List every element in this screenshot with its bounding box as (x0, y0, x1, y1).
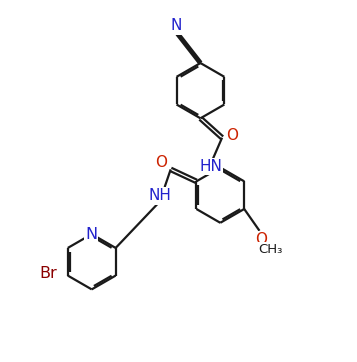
Text: N: N (170, 18, 181, 33)
Text: HN: HN (199, 159, 222, 174)
Text: CH₃: CH₃ (258, 243, 283, 256)
Text: Br: Br (39, 266, 57, 281)
Text: O: O (226, 129, 238, 143)
Text: NH: NH (149, 189, 171, 203)
Text: O: O (255, 232, 267, 247)
Text: O: O (155, 155, 167, 170)
Text: N: N (85, 227, 97, 241)
